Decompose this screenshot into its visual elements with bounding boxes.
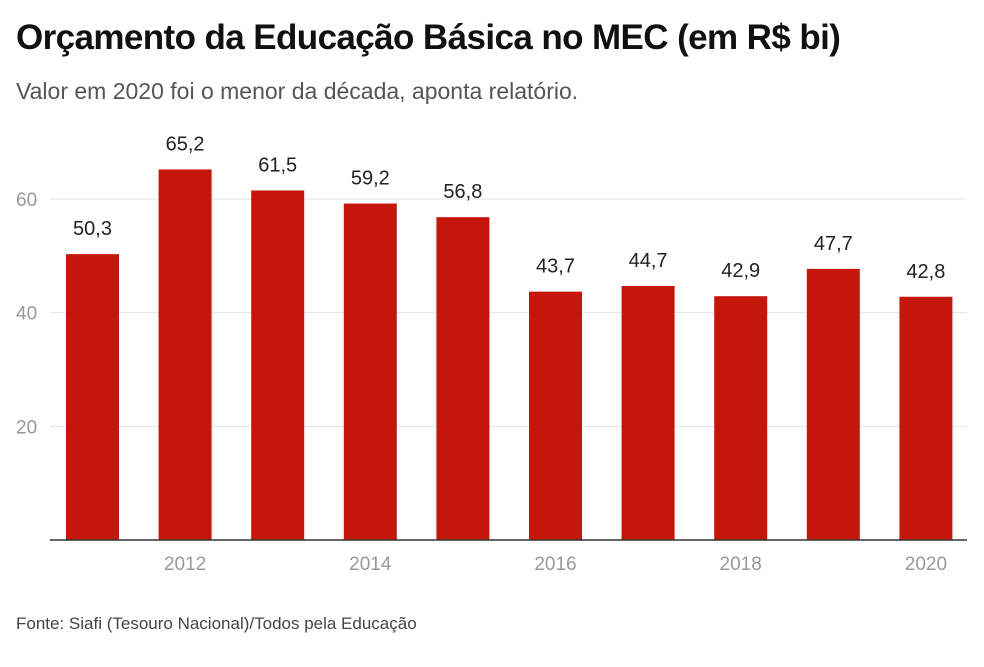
value-labels: 50,3 65,2 61,5 59,2 56,8 43,7 44,7 42,9 47,7 42,8 <box>73 133 945 282</box>
x-tick-label: 2020 <box>905 554 947 575</box>
bars <box>66 169 953 541</box>
x-tick-label: 2014 <box>349 554 392 575</box>
y-axis-ticks: 20 40 60 <box>16 190 37 438</box>
bar-2015 <box>436 217 490 541</box>
value-label-2014: 59,2 <box>351 168 390 190</box>
bar-2012 <box>158 169 212 541</box>
value-label-2015: 56,8 <box>443 181 482 203</box>
value-label-2018: 42,9 <box>721 260 760 282</box>
y-tick-label: 40 <box>16 304 37 325</box>
x-axis-ticks: 2012 2014 2016 2018 2020 <box>164 554 947 575</box>
x-tick-label: 2012 <box>164 554 206 575</box>
value-label-2013: 61,5 <box>258 154 297 176</box>
bar-2020 <box>899 296 953 540</box>
chart-subtitle: Valor em 2020 foi o menor da década, apo… <box>16 78 579 104</box>
source-note: Fonte: Siafi (Tesouro Nacional)/Todos pe… <box>16 614 417 633</box>
chart-title: Orçamento da Educação Básica no MEC (em … <box>16 18 841 57</box>
y-tick-label: 20 <box>16 417 37 438</box>
bar-2014 <box>343 203 397 540</box>
bar-2017 <box>621 285 675 540</box>
y-tick-label: 60 <box>16 190 37 211</box>
bar-2016 <box>529 291 582 540</box>
bar-2013 <box>251 190 305 540</box>
bar-2018 <box>714 296 768 540</box>
bar-2019 <box>806 268 860 540</box>
value-label-2016: 43,7 <box>536 256 575 278</box>
bar-2011 <box>66 254 119 540</box>
value-label-2019: 47,7 <box>814 233 853 255</box>
value-label-2012: 65,2 <box>166 133 205 155</box>
x-tick-label: 2016 <box>534 554 576 575</box>
value-label-2020: 42,8 <box>906 261 945 283</box>
value-label-2017: 44,7 <box>629 250 668 272</box>
x-tick-label: 2018 <box>720 554 762 575</box>
value-label-2011: 50,3 <box>73 218 112 240</box>
